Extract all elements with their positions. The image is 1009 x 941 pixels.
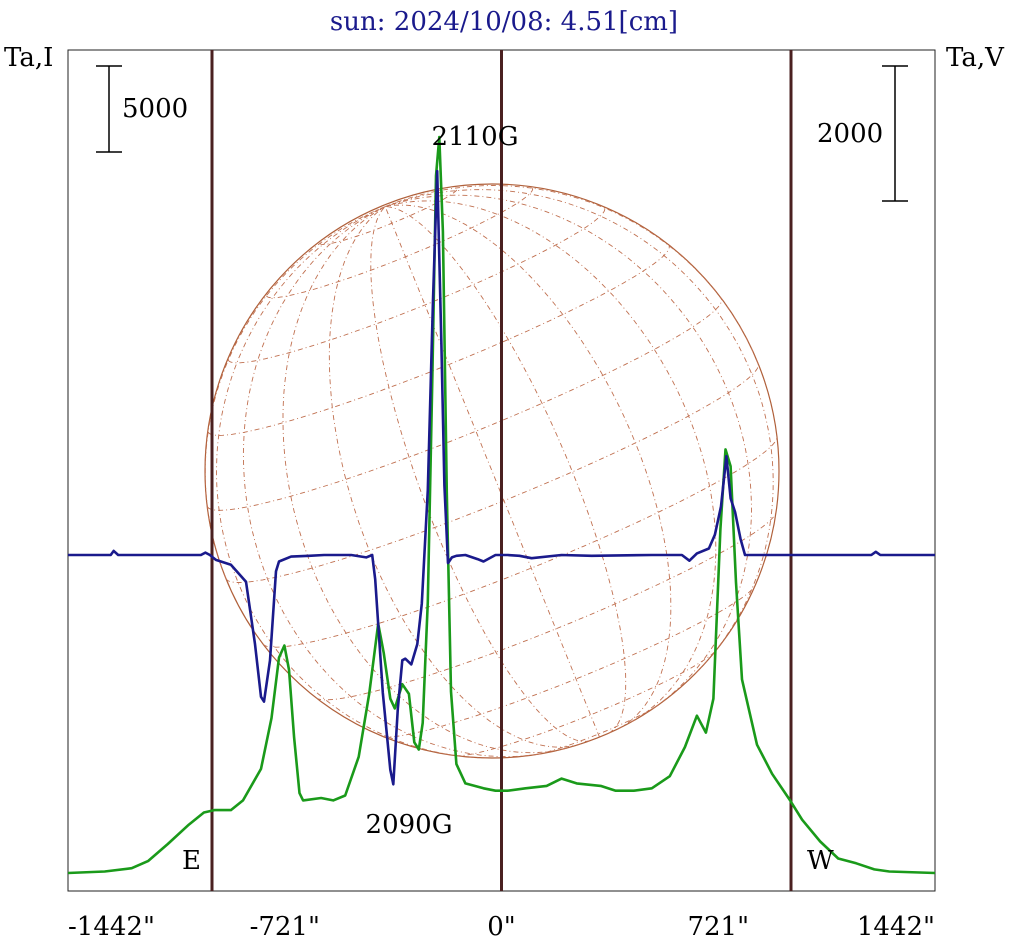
longitude-line bbox=[204, 206, 386, 579]
sun-limb bbox=[204, 183, 780, 759]
latitude-line bbox=[262, 436, 778, 648]
left-axis-label: Ta,I bbox=[4, 43, 53, 73]
latitude-line bbox=[227, 207, 606, 364]
longitude-line bbox=[242, 206, 542, 758]
x-tick-label: 1442" bbox=[857, 912, 935, 941]
scale-bar-v: 2000 bbox=[817, 65, 908, 202]
x-tick-label: -1442" bbox=[68, 912, 155, 941]
longitude-line bbox=[328, 206, 581, 748]
series-layer bbox=[67, 135, 936, 875]
limb-and-center-lines bbox=[210, 50, 793, 891]
east-limb-label: E bbox=[182, 846, 201, 876]
series-i-line bbox=[67, 135, 936, 875]
series-v-line bbox=[68, 169, 935, 786]
x-tick-label: 721" bbox=[687, 912, 749, 941]
right-axis-label: Ta,V bbox=[946, 43, 1005, 73]
longitude-line bbox=[385, 185, 759, 364]
latitude-line bbox=[382, 585, 756, 738]
x-tick-label: 0" bbox=[487, 912, 516, 941]
longitude-line bbox=[282, 206, 567, 754]
annotation-2110g: 2110G bbox=[432, 122, 519, 152]
longitude-line bbox=[385, 200, 717, 723]
x-tick-label: -721" bbox=[250, 912, 320, 941]
scale-bar-i-label: 5000 bbox=[122, 94, 188, 124]
sun-disk-grid bbox=[204, 183, 780, 759]
longitude-line bbox=[385, 206, 627, 734]
longitude-line bbox=[384, 206, 600, 738]
longitude-line bbox=[370, 206, 590, 742]
chart-title: sun: 2024/10/08: 4.51[cm] bbox=[330, 7, 678, 37]
annotation-2090g: 2090G bbox=[366, 810, 453, 840]
west-limb-label: W bbox=[807, 846, 834, 876]
longitude-line bbox=[385, 194, 752, 710]
scale-bar-i: 5000 bbox=[96, 65, 188, 153]
latitude-line bbox=[206, 298, 723, 511]
latitude-line bbox=[455, 650, 717, 757]
scale-bar-v-label: 2000 bbox=[817, 119, 883, 149]
longitude-line bbox=[385, 204, 672, 730]
x-tick-labels: -1442" -721" 0" 721" 1442" bbox=[68, 912, 935, 941]
latitude-line bbox=[225, 363, 759, 583]
